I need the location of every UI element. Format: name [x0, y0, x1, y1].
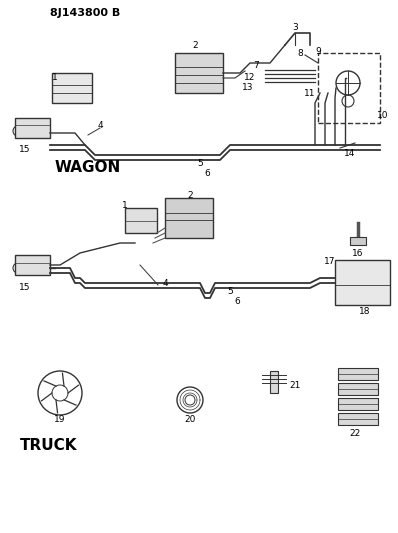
Text: 22: 22: [349, 429, 361, 438]
Text: TRUCK: TRUCK: [20, 438, 78, 453]
Text: 7: 7: [253, 61, 259, 69]
Text: WAGON: WAGON: [55, 160, 121, 175]
Text: 8: 8: [297, 49, 303, 58]
Text: 9: 9: [315, 46, 321, 55]
Bar: [335, 260, 390, 305]
Text: 2: 2: [192, 42, 198, 51]
Text: 4: 4: [97, 120, 103, 130]
Text: 4: 4: [162, 279, 168, 287]
Text: 16: 16: [352, 248, 364, 257]
Text: 13: 13: [242, 84, 254, 93]
Text: 17: 17: [324, 256, 336, 265]
Text: 14: 14: [344, 149, 356, 157]
Bar: [15, 118, 50, 138]
Bar: [270, 371, 278, 393]
Bar: [338, 383, 378, 395]
Text: 3: 3: [292, 23, 298, 33]
Bar: [15, 255, 50, 275]
Text: 8J143800 B: 8J143800 B: [50, 8, 120, 18]
Text: 5: 5: [197, 158, 203, 167]
Bar: [318, 53, 380, 123]
Text: 6: 6: [204, 168, 210, 177]
Text: 18: 18: [359, 306, 371, 316]
Bar: [175, 53, 223, 93]
Text: 19: 19: [54, 416, 66, 424]
Text: 6: 6: [234, 296, 240, 305]
Text: 11: 11: [304, 88, 316, 98]
Text: 20: 20: [184, 416, 196, 424]
Bar: [52, 73, 92, 103]
Text: 15: 15: [19, 146, 31, 155]
Text: 2: 2: [187, 190, 193, 199]
Text: 1: 1: [122, 200, 128, 209]
Text: 12: 12: [244, 74, 256, 83]
Text: 5: 5: [227, 287, 233, 295]
Text: 21: 21: [289, 381, 300, 390]
Text: 10: 10: [377, 110, 389, 119]
Bar: [165, 198, 213, 238]
Text: 15: 15: [19, 284, 31, 293]
Bar: [125, 208, 157, 233]
Bar: [350, 237, 366, 245]
Bar: [338, 398, 378, 410]
Text: 1: 1: [52, 74, 58, 83]
Bar: [338, 413, 378, 425]
Bar: [338, 368, 378, 380]
